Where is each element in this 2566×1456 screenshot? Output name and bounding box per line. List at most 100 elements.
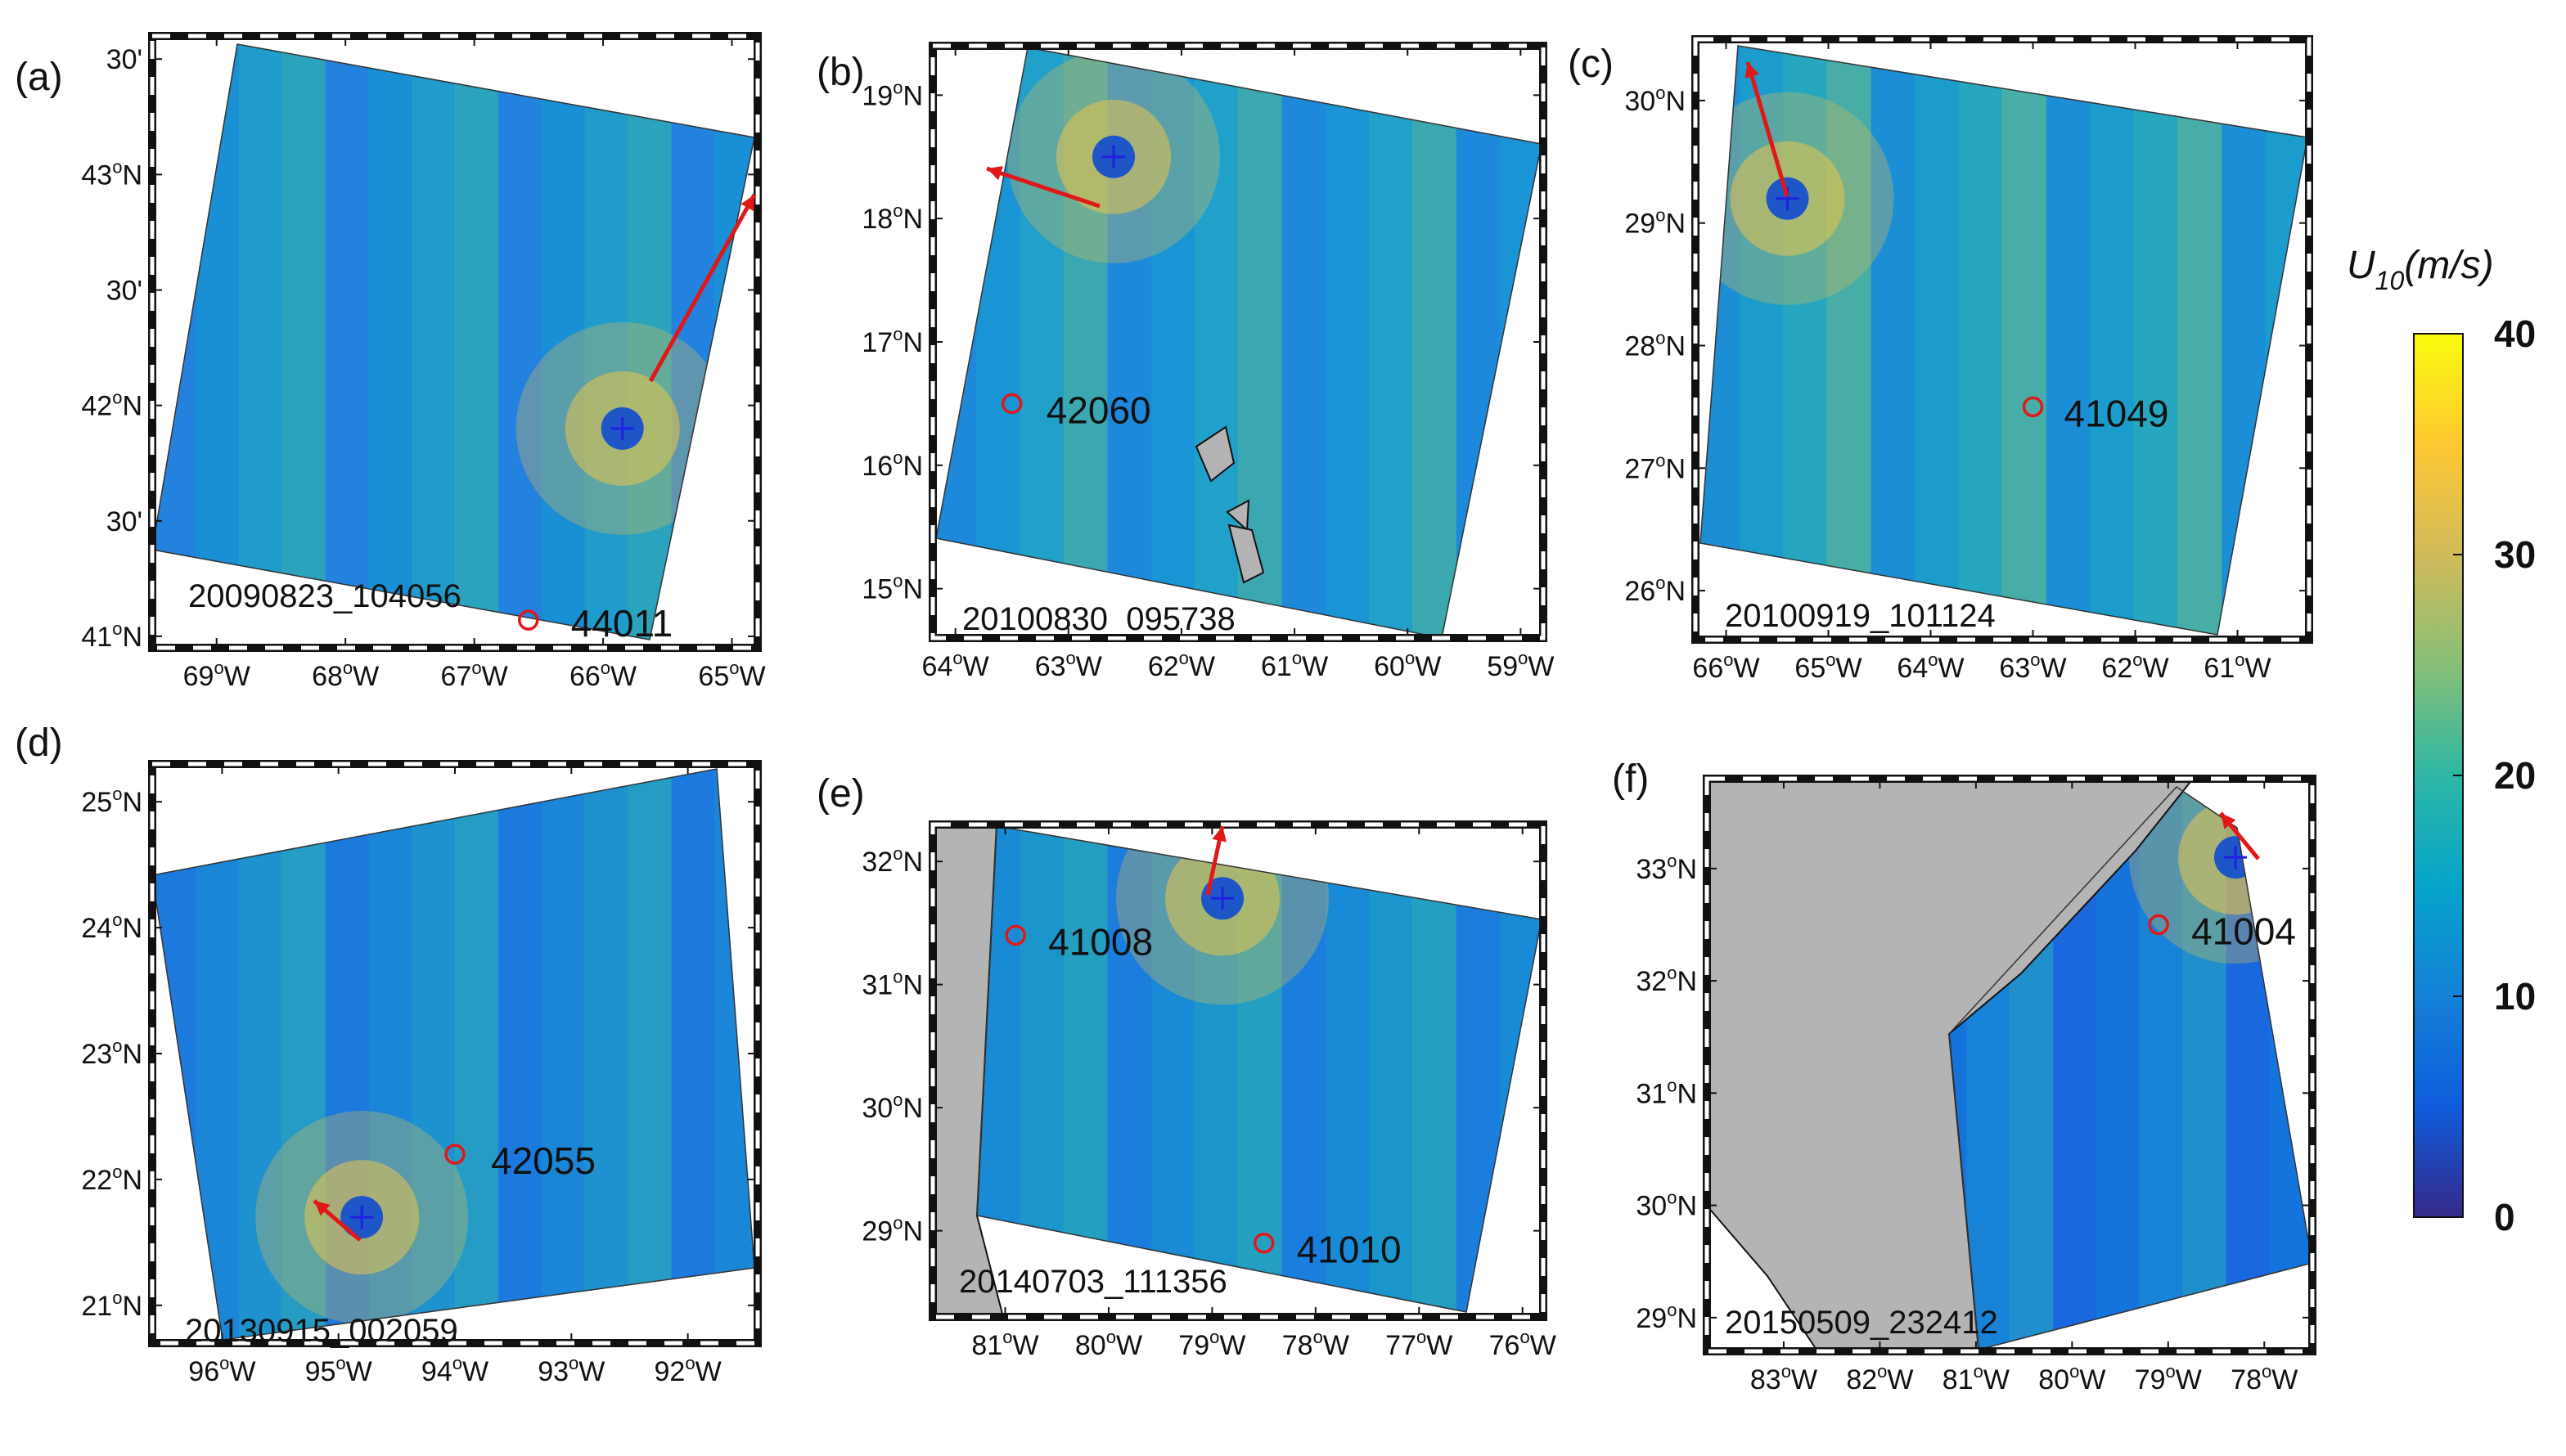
swath-stripe <box>1412 826 1457 1312</box>
storm-heading-arrowhead <box>1744 62 1759 79</box>
swath-stripe <box>2133 46 2179 635</box>
y-tick-label: 30oN <box>1636 1188 1697 1222</box>
x-tick-label: 65oW <box>698 658 765 692</box>
x-tick-label: 66oW <box>1692 649 1759 684</box>
swath-stripe <box>584 769 629 1340</box>
swath-stripe <box>541 44 586 640</box>
y-tick-label: 24oN <box>81 910 142 944</box>
swath-stripe <box>1194 47 1239 638</box>
y-tick-label: 31oN <box>1636 1075 1697 1109</box>
buoy-marker <box>444 1144 466 1165</box>
panel-a: 69oW 68oW 67oW 66oW 65oW 30' 43oN 30' 42oN 30' 41o… <box>15 32 766 692</box>
swath-stripe <box>455 44 499 640</box>
storm-heading-arrowhead <box>987 166 1003 181</box>
swath-outline <box>976 825 1542 1313</box>
colorbar-title: U10(m/s) <box>2347 244 2494 295</box>
y-tick-label: 17oN <box>862 324 923 358</box>
x-tick-label: 79oW <box>2135 1361 2202 1395</box>
x-tick-label: 62oW <box>1148 648 1215 682</box>
buoy-marker <box>1005 924 1026 946</box>
x-tick-label: 62oW <box>2101 649 2168 684</box>
buoy-marker <box>2022 396 2044 418</box>
y-tick-label: 27oN <box>1624 450 1686 484</box>
y-tick-label: 19oN <box>862 77 923 111</box>
x-tick-label: 78oW <box>1282 1327 1349 1361</box>
swath-stripe <box>2046 46 2091 635</box>
storm-heading-arrowhead <box>1212 826 1227 843</box>
swath-stripe <box>1412 47 1457 638</box>
swath-stripe <box>2002 46 2047 635</box>
storm-heading-arrowhead <box>741 195 754 212</box>
x-tick-label: 67oW <box>441 658 508 692</box>
buoy-label: 41049 <box>2064 392 2169 434</box>
x-tick-label: 93oW <box>538 1353 605 1387</box>
y-tick-label: 29oN <box>862 1213 923 1247</box>
swath-stripe <box>1368 826 1414 1312</box>
swath-outline <box>1699 45 2308 636</box>
x-tick-label: 66oW <box>569 658 637 692</box>
panel-label: (b) <box>817 51 865 94</box>
wind-field-swath <box>152 44 754 640</box>
swath-stripe <box>2139 787 2184 1350</box>
buoy-marker <box>1253 1232 1275 1254</box>
wind-field-swath <box>152 769 754 1340</box>
swath-stripe <box>238 44 283 640</box>
swath-stripe <box>325 44 370 640</box>
x-tick-label: 63oW <box>1999 649 2066 684</box>
x-tick-label: 61oW <box>1261 648 1328 682</box>
swath-stripe <box>1063 826 1109 1312</box>
x-tick-label: 83oW <box>1750 1361 1817 1395</box>
swath-stripe <box>1281 826 1326 1312</box>
y-tick-label: 30oN <box>862 1090 923 1124</box>
y-tick-label: 15oN <box>862 571 923 605</box>
scene-timestamp: 20130915_002059 <box>185 1313 458 1349</box>
x-tick-label: 81oW <box>971 1327 1038 1361</box>
frame-dashes <box>1693 37 2312 642</box>
x-tick-label: 64oW <box>1897 649 1964 684</box>
panel-label: (e) <box>817 772 865 816</box>
x-tick-label: 59oW <box>1487 648 1554 682</box>
y-tick-label: 32oN <box>862 843 923 878</box>
y-tick-label: 29oN <box>1636 1300 1697 1334</box>
swath-stripe <box>1020 47 1065 638</box>
storm-heading-arrowhead <box>314 1201 331 1216</box>
swath-stripe <box>1325 826 1370 1312</box>
swath-stripe <box>238 769 283 1340</box>
y-tick-label: 30' <box>106 44 142 75</box>
y-tick-label: 42oN <box>81 388 142 422</box>
scene-timestamp: 20100830_095738 <box>962 601 1236 637</box>
swath-stripe <box>497 769 542 1340</box>
swath-stripe <box>1281 47 1326 638</box>
swath-stripe <box>1826 46 1872 635</box>
swath-stripe <box>671 769 716 1340</box>
swath-stripe <box>412 769 456 1340</box>
x-tick-label: 78oW <box>2231 1361 2298 1395</box>
swath-stripe <box>1958 46 2003 635</box>
swath-stripe <box>497 44 542 640</box>
colorbar-tick-label: 10 <box>2494 975 2536 1018</box>
storm-heading-arrow <box>986 166 1101 209</box>
x-tick-label: 69oW <box>183 658 250 692</box>
swath-stripe <box>628 769 673 1340</box>
x-tick-label: 76oW <box>1489 1327 1556 1361</box>
x-tick-label: 79oW <box>1178 1327 1245 1361</box>
panel-c: 66oW 65oW 64oW 63oW 62oW 61oW 30oN 29oN 28oN 27oN… <box>1568 35 2313 684</box>
buoy-label: 42060 <box>1047 389 1151 431</box>
x-tick-label: 92oW <box>655 1353 722 1387</box>
panel-label: (f) <box>1612 757 1649 801</box>
storm-heading-arrow <box>648 193 757 383</box>
swath-stripe <box>455 769 499 1340</box>
y-tick-label: 16oN <box>862 447 923 482</box>
x-tick-label: 96oW <box>188 1353 255 1387</box>
swath-stripe <box>628 44 673 640</box>
y-tick-label: 30' <box>106 275 142 306</box>
y-tick-label: 30' <box>106 506 142 537</box>
y-tick-label: 26oN <box>1624 573 1686 607</box>
colorbar-tick-label: 20 <box>2494 754 2536 797</box>
frame-dashes <box>1704 776 2315 1354</box>
scene-timestamp: 20090823_104056 <box>188 578 461 614</box>
swath-stripe <box>1325 47 1370 638</box>
y-tick-label: 21oN <box>81 1287 142 1322</box>
swath-stripe <box>2090 46 2135 635</box>
scene-timestamp: 20100919_101124 <box>1725 598 1996 634</box>
